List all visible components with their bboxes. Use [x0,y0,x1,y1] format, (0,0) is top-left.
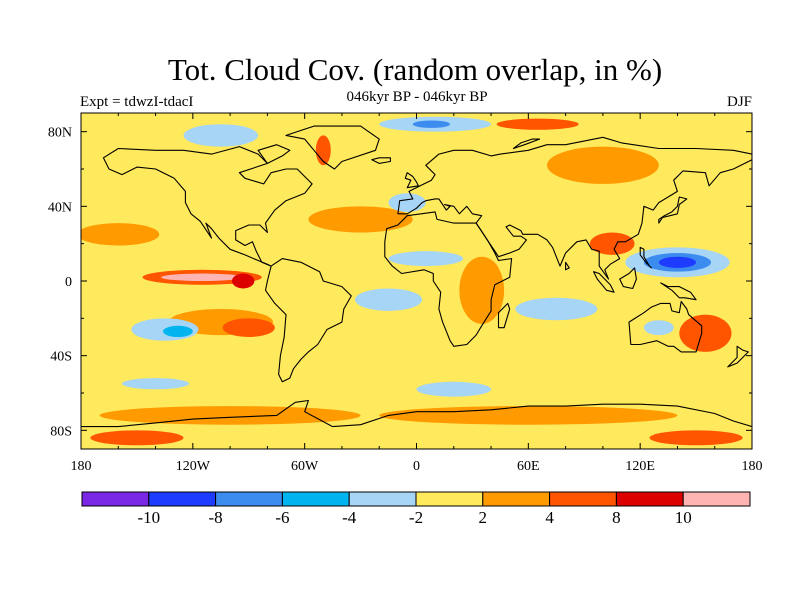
anomaly-patch-south-pacific-red [222,318,275,337]
coastline-uk [404,172,419,189]
colorbar-label: -8 [209,508,223,527]
anomaly-patch-antarctica-red-east [649,430,743,446]
colorbar-swatch [549,491,617,507]
coastlines [81,125,752,428]
x-tick-label: 180 [71,459,92,474]
anomaly-patch-north-atlantic-blue [388,193,426,212]
anomaly-patch-indian-ocean-blue [515,297,598,321]
colorbar-swatch [348,491,417,507]
colorbar-swatch [482,491,551,507]
colorbar-swatch [81,491,150,507]
x-tick-label: 60W [291,459,319,474]
coastline-novaya-zemlya [512,138,541,150]
anomaly-patch-southern-ocean-orange [99,406,361,425]
x-tick-label: 60E [517,459,540,474]
chart-subtitle: 046kyr BP - 046kyr BP [346,89,488,105]
coastline-philippines [639,246,652,269]
anomaly-patch-south-pacific-blue-core [163,325,193,337]
coastline-australia [628,300,703,353]
colorbar-swatch [215,491,283,507]
colorbar-swatch [148,491,217,507]
coastline-north-america [102,146,313,267]
anomaly-patch-arctic-russia-red [496,118,579,130]
anomaly-patch-eq-east-pacific-core [161,273,244,281]
colorbar-label: 4 [545,508,554,527]
coastline-iceland [371,157,391,164]
colorbar-swatch [415,491,484,507]
y-tick-label: 80S [50,424,72,439]
colorbar-label: -10 [137,508,160,527]
coastline-greenland [285,125,380,170]
coastline-new-zealand [727,345,749,368]
colorbar-label: 8 [612,508,621,527]
y-tick-label: 40S [50,350,72,365]
anomaly-patch-south-asia-red [589,232,635,255]
y-tick-label: 0 [65,275,72,290]
x-tick-label: 120E [625,459,655,474]
coastline-sumatra [593,271,615,293]
coastline-antarctica [81,399,752,428]
anomaly-patch-west-pacific-blue-core [658,256,697,268]
anomaly-patch-southern-ocean-blue-west [122,378,190,390]
colorbar-swatch [682,491,751,507]
y-tick-label: 40N [48,200,72,215]
map-plot-area [80,112,753,450]
coastline-madagascar [497,302,511,329]
x-tick-label: 180 [742,459,763,474]
coastline-africa [384,211,513,347]
anomaly-patch-arctic-north-america-blue [183,124,259,147]
x-tick-label: 0 [413,459,420,474]
chart-title: Tot. Cloud Cov. (random overlap, in %) [167,52,663,87]
colorbar-swatch [615,491,684,507]
coastline-borneo [619,267,637,290]
colorbar-label: -6 [275,508,289,527]
coastline-japan [658,196,688,224]
anomaly-patches [81,116,743,446]
colorbar-label: -4 [342,508,357,527]
colorbar-swatch [281,491,350,507]
coastline-south-america [264,258,352,383]
anomaly-patch-southern-ocean-orange-east [379,406,678,425]
anomaly-patch-arctic-europe-blue-core [412,120,451,128]
anomaly-patch-south-atlantic-blue [354,288,423,311]
anomaly-patch-sahel-blue [388,251,464,267]
anomaly-patch-antarctica-red [90,430,184,446]
anomaly-patch-australia-east-red [679,314,732,352]
colorbar-label: -2 [409,508,423,527]
coastline-new-guinea [660,282,697,301]
experiment-label: Expt = tdwzI-tdacI [80,94,194,110]
x-axis: 180 120W 60W 0 60E 120E 180 [71,113,763,474]
x-tick-label: 120W [176,459,211,474]
anomaly-patch-australia-blue [643,320,674,336]
y-tick-label: 80N [48,126,72,141]
colorbar-label: 2 [479,508,488,527]
coastline-baffin [257,144,291,164]
anomaly-patch-eq-east-pacific-edge [231,273,255,289]
colorbar: -10 -8 -6 -4 -2 2 4 8 10 [81,491,751,527]
y-axis: 80N 40N 0 40S 80S [48,126,752,439]
anomaly-patch-north-pacific-orange [81,223,160,246]
anomaly-patch-africa-orange [459,256,505,324]
anomaly-patch-north-atlantic-orange [308,206,413,233]
colorbar-label: 10 [675,508,692,527]
coastline-eurasia [397,136,752,280]
coastline-sri-lanka [565,261,570,271]
season-label: DJF [726,94,752,110]
anomaly-patch-siberia-orange [546,146,659,184]
anomaly-patch-southern-ocean-blue [416,381,492,397]
